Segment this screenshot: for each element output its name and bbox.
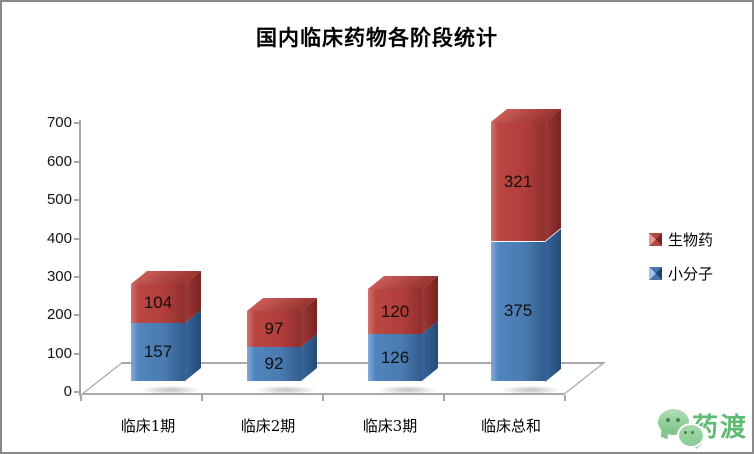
bar-2-segment-0 bbox=[368, 334, 422, 381]
bar-shadow-0 bbox=[135, 384, 219, 396]
x-category-label-0: 临床1期 bbox=[120, 417, 176, 435]
y-tick-label-400: 400 bbox=[46, 229, 72, 247]
x-category-label-2: 临床3期 bbox=[362, 417, 418, 435]
legend-marker-small-molecule-icon bbox=[649, 267, 662, 280]
legend-marker-biologics-icon bbox=[649, 233, 662, 246]
bar-0-segment-0 bbox=[131, 322, 185, 381]
y-tick-100 bbox=[74, 352, 80, 355]
bar-0-segment-1 bbox=[131, 283, 185, 323]
bar-2-segment-1 bbox=[368, 289, 422, 335]
bar-3-segment-0 bbox=[491, 241, 545, 381]
bar-3-segment-1 bbox=[491, 122, 545, 242]
legend-item-biologics: 生物药 bbox=[649, 229, 713, 250]
bar-shadow-1 bbox=[251, 384, 335, 396]
wechat-icon bbox=[644, 404, 705, 449]
x-category-label-1: 临床2期 bbox=[240, 417, 296, 435]
bar-1-value-1: 97 bbox=[264, 318, 284, 338]
legend-label-biologics: 生物药 bbox=[668, 231, 714, 249]
y-tick-600 bbox=[74, 160, 80, 163]
y-axis-line bbox=[79, 120, 81, 396]
y-tick-400 bbox=[74, 237, 80, 240]
bar-3-value-1: 321 bbox=[503, 171, 533, 191]
y-tick-label-600: 600 bbox=[46, 152, 72, 170]
x-tick-3 bbox=[443, 395, 445, 401]
y-tick-label-500: 500 bbox=[46, 191, 72, 209]
bar-3-side-1 bbox=[545, 109, 561, 242]
bar-2-value-1: 120 bbox=[380, 301, 410, 321]
x-tick-4 bbox=[564, 395, 566, 401]
bar-1-value-0: 92 bbox=[264, 353, 284, 373]
y-tick-label-700: 700 bbox=[46, 114, 72, 132]
bar-3-side-0 bbox=[545, 228, 561, 381]
bar-1-segment-0 bbox=[247, 346, 301, 381]
bar-2-value-0: 126 bbox=[380, 347, 410, 367]
y-tick-200 bbox=[74, 314, 80, 317]
y-tick-label-100: 100 bbox=[46, 344, 72, 362]
legend-item-small-molecule: 小分子 bbox=[649, 263, 713, 284]
y-tick-500 bbox=[74, 199, 80, 202]
watermark: 药渡 bbox=[644, 404, 748, 449]
x-tick-2 bbox=[322, 395, 324, 401]
bar-shadow-2 bbox=[372, 384, 456, 396]
y-tick-700 bbox=[74, 122, 80, 125]
legend-label-small-molecule: 小分子 bbox=[668, 265, 714, 283]
x-category-label-3: 临床总和 bbox=[480, 417, 541, 435]
chart-title: 国内临床药物各阶段统计 bbox=[256, 25, 498, 50]
bar-3-value-0: 375 bbox=[503, 301, 533, 321]
bar-1-segment-1 bbox=[247, 310, 301, 347]
y-tick-label-300: 300 bbox=[46, 267, 72, 285]
bar-shadow-3 bbox=[495, 384, 579, 396]
x-tick-1 bbox=[201, 395, 203, 401]
bar-0-value-0: 157 bbox=[143, 341, 173, 361]
y-tick-300 bbox=[74, 275, 80, 278]
y-tick-label-200: 200 bbox=[46, 306, 72, 324]
x-tick-0 bbox=[80, 395, 82, 401]
y-tick-0 bbox=[74, 391, 80, 393]
y-tick-label-0: 0 bbox=[63, 383, 72, 400]
bar-0-value-1: 104 bbox=[143, 293, 173, 313]
